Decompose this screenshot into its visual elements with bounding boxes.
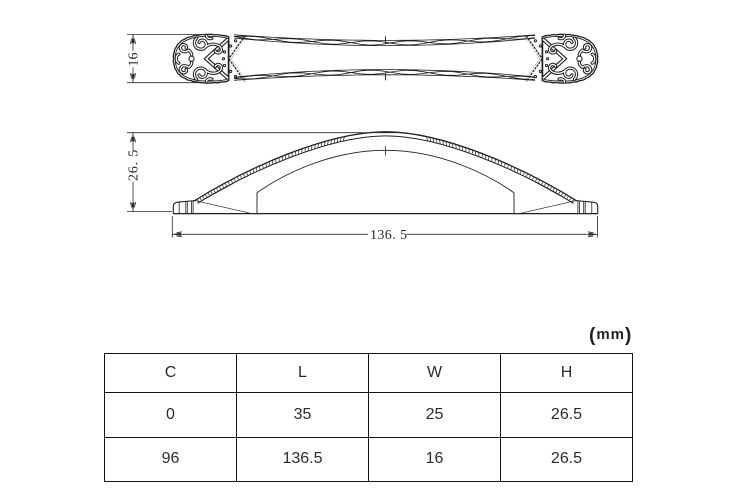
svg-text:136. 5: 136. 5 [370, 228, 407, 243]
svg-text:16: 16 [126, 53, 141, 67]
svg-text:26. 5: 26. 5 [126, 149, 141, 181]
